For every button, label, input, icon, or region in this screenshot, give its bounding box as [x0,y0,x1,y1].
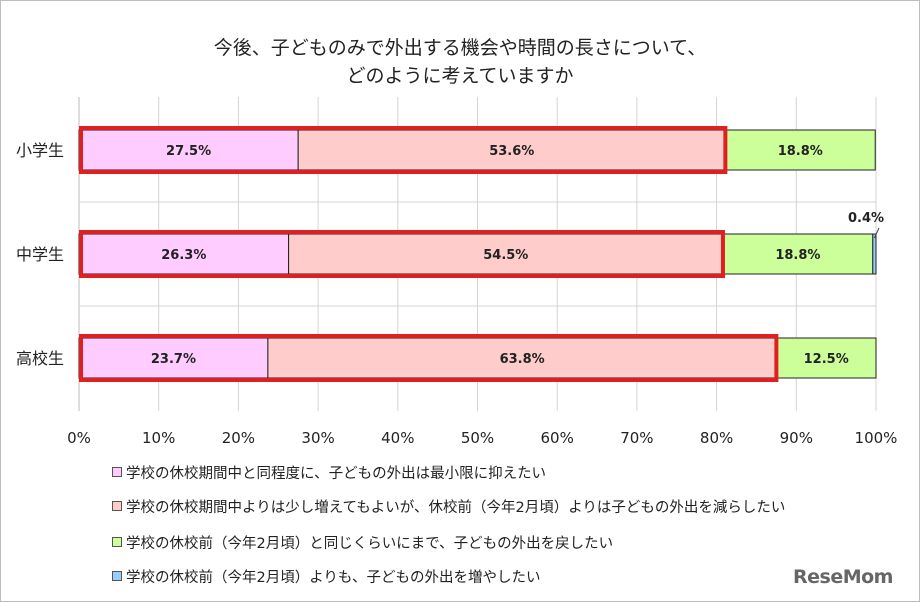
bar-segment-series-3 [775,337,877,379]
data-label: 54.5% [483,248,528,263]
highlight-box [79,334,779,382]
chart-title-line-1: 今後、子どものみで外出する機会や時間の長さについて、 [213,37,707,59]
x-tick-label: 40% [381,429,414,447]
x-tick-label: 30% [301,429,334,447]
x-tick-label: 80% [700,429,733,447]
data-label: 0.4% [848,211,884,226]
legend-swatch-4 [112,571,122,581]
data-label: 53.6% [489,144,534,159]
x-tick-label: 70% [620,429,653,447]
legend-label-1: 学校の休校期間中と同程度に、子どもの外出は最小限に抑えたい [126,466,547,482]
bar-segment-series-4 [872,233,877,275]
legend-item-4: 学校の休校前（今年2月頃）よりも、子どもの外出を増やしたい [112,568,541,588]
highlight-box [79,230,725,278]
legend-swatch-2 [112,501,122,511]
data-label: 27.5% [166,144,211,159]
data-label: 23.7% [151,352,196,367]
x-tick-label: 10% [142,429,175,447]
data-label: 26.3% [161,248,206,263]
chart-title-line-2: どのように考えていますか [346,65,574,87]
x-tick-label: 50% [461,429,494,447]
leader-line [873,227,880,239]
stacked-bar-chart: 0% 10% 20% 30% 40% 50% 60% 70% 80% 90% 100% 小学生 27.5… [16,97,898,447]
legend-label-4: 学校の休校前（今年2月頃）よりも、子どもの外出を増やしたい [126,570,541,586]
legend-label-3: 学校の休校前（今年2月頃）と同じくらいにまで、子どもの外出を戻したい [126,536,614,552]
category-label: 高校生 [16,349,64,368]
bar-segment-series-2 [288,233,724,275]
category-label: 小学生 [16,141,64,160]
legend-item-2: 学校の休校期間中よりは少し増えてもよいが、休校前（今年2月頃）よりは子どもの外出… [112,498,785,518]
x-tick-label: 90% [780,429,813,447]
x-tick-label: 0% [67,429,91,447]
bar-segment-series-1 [78,337,269,379]
legend-item-3: 学校の休校前（今年2月頃）と同じくらいにまで、子どもの外出を戻したい [112,534,613,554]
bar-segment-series-2 [267,337,777,379]
legend-item-1: 学校の休校期間中と同程度に、子どもの外出は最小限に抑えたい [112,464,546,484]
data-label: 63.8% [500,352,545,367]
bar-segment-series-3 [722,233,874,275]
highlight-box [79,126,728,174]
bar-segment-series-1 [78,233,290,275]
category-label: 中学生 [16,245,64,264]
bar-segment-series-1 [78,129,299,171]
legend-swatch-1 [112,467,122,477]
legend-label-2: 学校の休校期間中よりは少し増えてもよいが、休校前（今年2月頃）よりは子どもの外出… [126,500,786,516]
data-label: 18.8% [778,144,823,159]
legend-swatch-3 [112,537,122,547]
data-label: 18.8% [775,248,820,263]
data-label: 12.5% [804,352,849,367]
resemom-logo: ReseMom [793,566,893,588]
x-tick-label: 60% [541,429,574,447]
x-tick-label: 100% [855,429,898,447]
x-tick-label: 20% [222,429,255,447]
